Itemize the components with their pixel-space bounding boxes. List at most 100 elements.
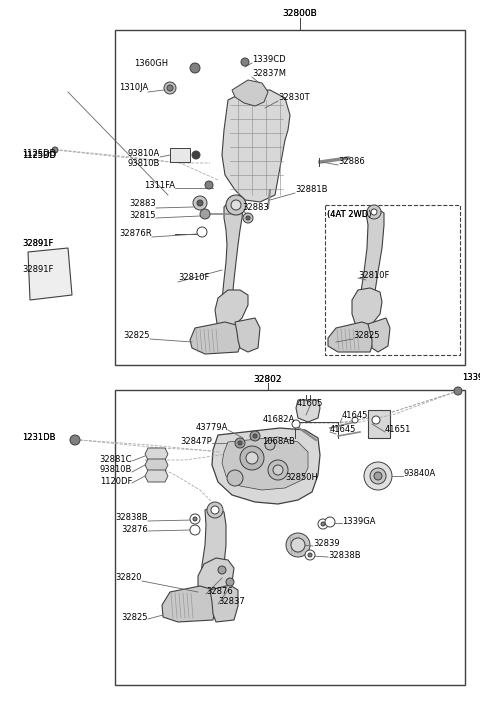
Text: 32800B: 32800B [283,8,317,18]
Circle shape [364,462,392,490]
Text: 41645: 41645 [330,426,356,434]
Text: 1339CD: 1339CD [252,54,286,64]
Circle shape [253,434,257,438]
Polygon shape [162,586,216,622]
Circle shape [205,181,213,189]
Text: 32830T: 32830T [278,92,310,102]
Text: 32881B: 32881B [295,186,327,194]
Text: 1310JA: 1310JA [119,83,148,92]
Bar [325,205,460,355]
Polygon shape [215,290,248,332]
Circle shape [70,435,80,445]
Circle shape [190,525,200,535]
Circle shape [193,517,197,521]
Text: 32825: 32825 [353,330,380,340]
Text: 41651: 41651 [385,426,411,434]
Circle shape [318,519,328,529]
Polygon shape [145,448,168,460]
Text: 41645: 41645 [342,412,368,421]
Polygon shape [328,322,374,352]
Circle shape [211,506,219,514]
Circle shape [374,472,382,480]
Text: 32886: 32886 [338,157,365,167]
Circle shape [218,566,226,574]
Circle shape [190,514,200,524]
Text: 32838B: 32838B [115,513,148,522]
Text: 1231DB: 1231DB [22,433,56,443]
Circle shape [243,213,253,223]
Circle shape [371,209,377,215]
Polygon shape [190,322,242,354]
Polygon shape [212,428,320,504]
Circle shape [197,227,207,237]
Circle shape [372,416,380,424]
Circle shape [192,151,200,159]
Text: (4AT 2WD): (4AT 2WD) [327,210,372,220]
Text: (4AT 2WD): (4AT 2WD) [327,210,372,220]
Text: 32850H: 32850H [285,474,318,482]
Text: 32810F: 32810F [358,272,389,280]
Text: 43779A: 43779A [196,424,228,433]
Circle shape [268,460,288,480]
Circle shape [308,553,312,557]
Text: 1339CC: 1339CC [462,373,480,381]
Text: 1339GA: 1339GA [342,517,375,525]
Polygon shape [145,470,168,482]
Text: 32839: 32839 [313,539,340,547]
Text: 32876: 32876 [206,587,233,595]
Bar [115,390,465,685]
Text: 1311FA: 1311FA [144,181,175,189]
Circle shape [241,58,249,66]
Circle shape [250,431,260,441]
Polygon shape [232,80,268,106]
Text: 32802: 32802 [254,374,282,383]
Polygon shape [222,437,308,490]
Polygon shape [170,148,190,162]
Polygon shape [222,90,290,202]
Text: 1125DD: 1125DD [22,150,56,160]
Circle shape [325,517,335,527]
Polygon shape [352,288,382,328]
Circle shape [167,85,173,91]
Text: 32838B: 32838B [328,551,360,561]
Circle shape [207,502,223,518]
Text: 32881C: 32881C [99,455,132,464]
Text: 32883: 32883 [242,203,269,212]
Text: 32876: 32876 [121,525,148,534]
Circle shape [246,216,250,220]
Text: 1125DD: 1125DD [22,150,56,160]
Text: 32847P: 32847P [180,436,212,445]
Text: 1231DB: 1231DB [22,433,56,443]
Text: 32825: 32825 [123,330,150,340]
Text: 32891F: 32891F [22,265,53,275]
Text: 32815: 32815 [130,210,156,220]
Circle shape [352,417,358,423]
Text: 32876R: 32876R [120,229,152,239]
Circle shape [190,63,200,73]
Text: 1339CC: 1339CC [462,373,480,381]
Circle shape [240,446,264,470]
Text: 41605: 41605 [297,398,323,407]
Polygon shape [218,202,243,332]
Circle shape [238,441,242,445]
Text: 32825: 32825 [121,613,148,621]
Circle shape [231,200,241,210]
Polygon shape [210,585,238,622]
Circle shape [321,522,325,526]
Text: 1125DD: 1125DD [22,148,56,157]
Text: 32891F: 32891F [22,239,53,248]
Polygon shape [368,410,390,438]
Polygon shape [235,318,260,352]
Text: 32837: 32837 [218,597,245,606]
Text: 32891F: 32891F [22,239,53,248]
Circle shape [273,465,283,475]
Circle shape [52,147,58,153]
Polygon shape [145,459,168,471]
Circle shape [193,196,207,210]
Circle shape [291,538,305,552]
Circle shape [246,452,258,464]
Polygon shape [200,506,226,602]
Circle shape [235,438,245,448]
Text: 32820: 32820 [116,573,142,582]
Polygon shape [368,318,390,352]
